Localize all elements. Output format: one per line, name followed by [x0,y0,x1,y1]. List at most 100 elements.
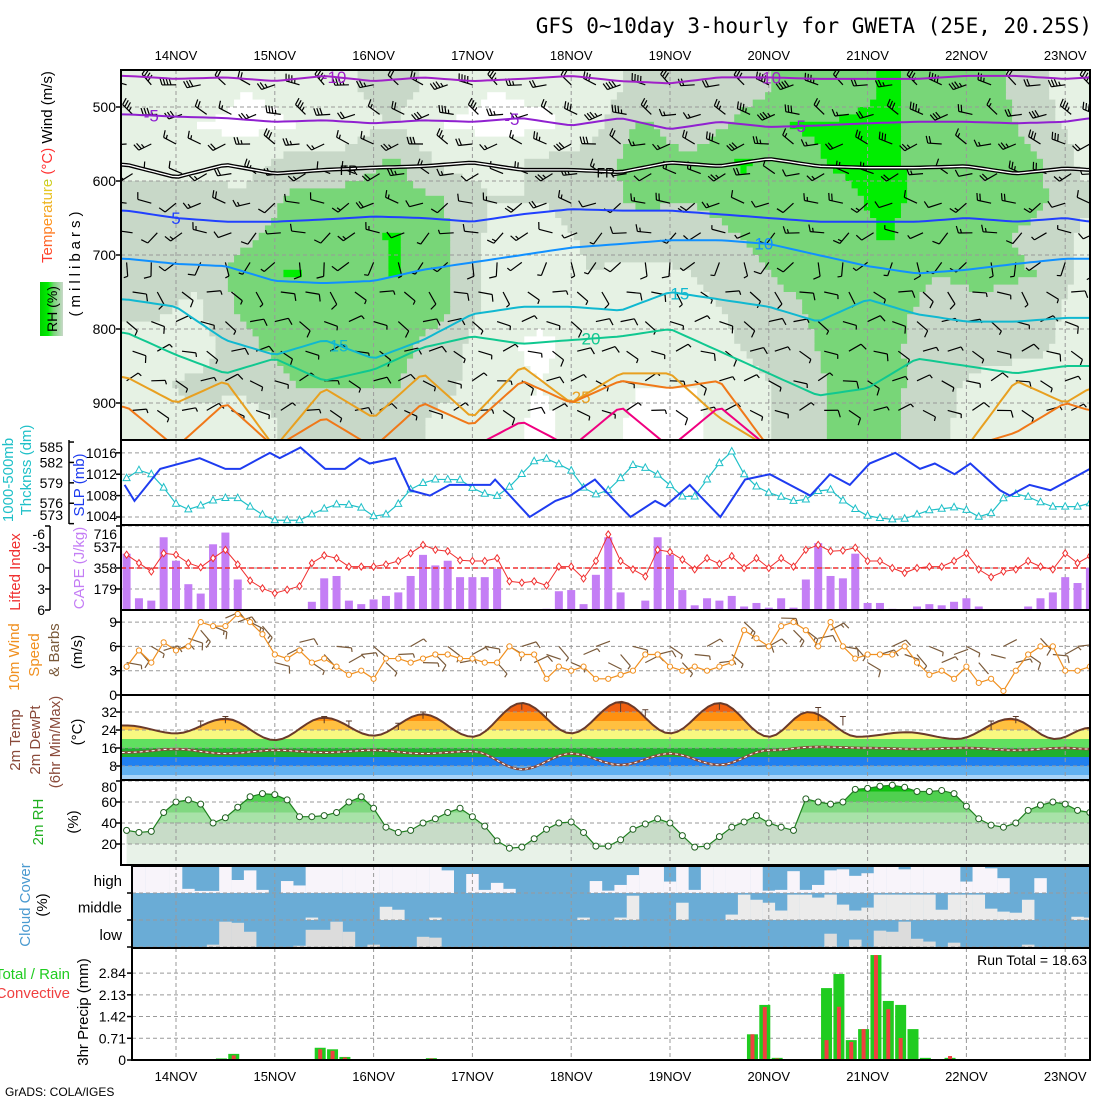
wind-barb-flag [611,130,616,138]
wind-barb-staff [527,350,542,355]
wind-barb-staff [194,105,208,115]
wind-barb-staff [990,653,1006,659]
wind-barb-staff [187,202,201,210]
temp-band [121,766,1090,775]
thickness-marker [122,473,131,482]
wind-barb-staff [736,232,751,239]
wind-barb-flag [341,160,344,169]
wind-barb-staff [255,291,264,305]
rh-marker [703,842,711,850]
wind-barb-staff [904,653,920,660]
rh-cell [203,299,235,308]
wind-barb-flag [386,376,392,384]
cloud-clear-bar [910,867,924,893]
wind-barb-staff [947,346,962,352]
thickness-marker [369,511,378,520]
wind-barb-flag [784,104,787,112]
thickness-marker [850,503,860,512]
slp-tick-label: 1016 [86,445,117,461]
rh-cell [629,410,704,419]
wind-barb-staff [472,321,484,332]
cloud-clear-bar [737,894,751,920]
wind-barb-staff [538,228,553,234]
rh-cell [900,121,1019,130]
wind-barb-half [989,275,994,279]
cloud-clear-bar [243,870,257,893]
wind-barb-half [706,203,710,208]
rh-cell [1073,247,1090,256]
wind-barb-staff [156,409,170,419]
wind-barb-flag [843,622,850,629]
wind-barb-flag [462,223,466,232]
rh-marker [1061,800,1069,808]
temperature-label: Temperature [39,179,56,263]
thickness-marker [282,515,292,524]
wind-barb-flag [486,239,495,244]
wind-barb-staff [527,406,542,411]
wind-barb-staff [682,136,696,145]
wind-barb-flag [951,82,957,89]
wind-barb-staff [593,232,603,245]
wind-barb-half [225,275,230,279]
rh-cell [907,166,1044,175]
wind-barb-flag [874,80,880,88]
wind-barb-staff [700,406,715,411]
rh-cell [820,358,908,367]
wind-barb-half [636,359,639,364]
wind-barb-half [511,134,514,139]
cloud-clear-bar [145,867,158,893]
thickness-marker [356,502,366,511]
wind-barb-flag [306,144,312,151]
wind-barb-half [187,203,192,208]
rh-cell [660,203,698,212]
rh-cell [610,107,741,115]
cloud-clear-bar [429,917,442,920]
wind-barb-staff [403,291,416,302]
wind-barb-staff [404,347,419,352]
wind-barb-half [491,238,497,242]
rh-marker [814,798,822,806]
thickness-tick-label: 576 [40,495,64,511]
wind-barb-staff [1021,343,1035,352]
li-cape-panel [121,525,1090,610]
cloud-clear-bar [490,882,504,893]
rh-cell [1030,218,1081,226]
rh-cell [530,366,550,374]
rh-cell [1042,181,1090,189]
wind-barb-staff [780,84,794,91]
wind-barb-staff [428,409,443,416]
rh-cell [814,343,902,352]
thickness-marker [653,469,662,478]
wind-unit-label: (m/s) [69,635,86,669]
thickness-marker [764,487,774,496]
wind-barb-flag [739,102,742,110]
thickness-marker [1036,497,1045,506]
rh-band [126,844,1090,865]
wind-barb-flag [356,80,361,88]
rh-cell [481,306,723,315]
cape-bar [394,592,403,610]
wind-barb-staff [1002,143,1017,150]
wind-barb-staff [848,343,862,352]
cape-bar [122,553,131,610]
wind-barb-flag [410,373,417,381]
cloud-clear-bar [280,881,294,893]
wind-barb-half [665,165,668,170]
cloud-clear-bar [342,867,356,893]
wind-barb-staff [218,107,232,115]
wind-barb-staff [316,113,331,116]
rh-cell [876,77,902,86]
li-marker [592,556,600,566]
wind-barb-half [978,653,981,658]
wind-barb-staff [484,143,498,151]
wind-barb-flag [850,78,855,87]
wind-barb-staff [996,291,1011,296]
wind-barb-staff [320,232,331,244]
rh-cell [121,99,235,108]
wind-barb-flag [1011,161,1014,170]
li-marker [197,562,204,572]
cloud-clear-bar [886,867,899,893]
wind-barb-flag [736,101,740,109]
rh-cell [1030,144,1075,152]
rh-cell [246,395,451,404]
